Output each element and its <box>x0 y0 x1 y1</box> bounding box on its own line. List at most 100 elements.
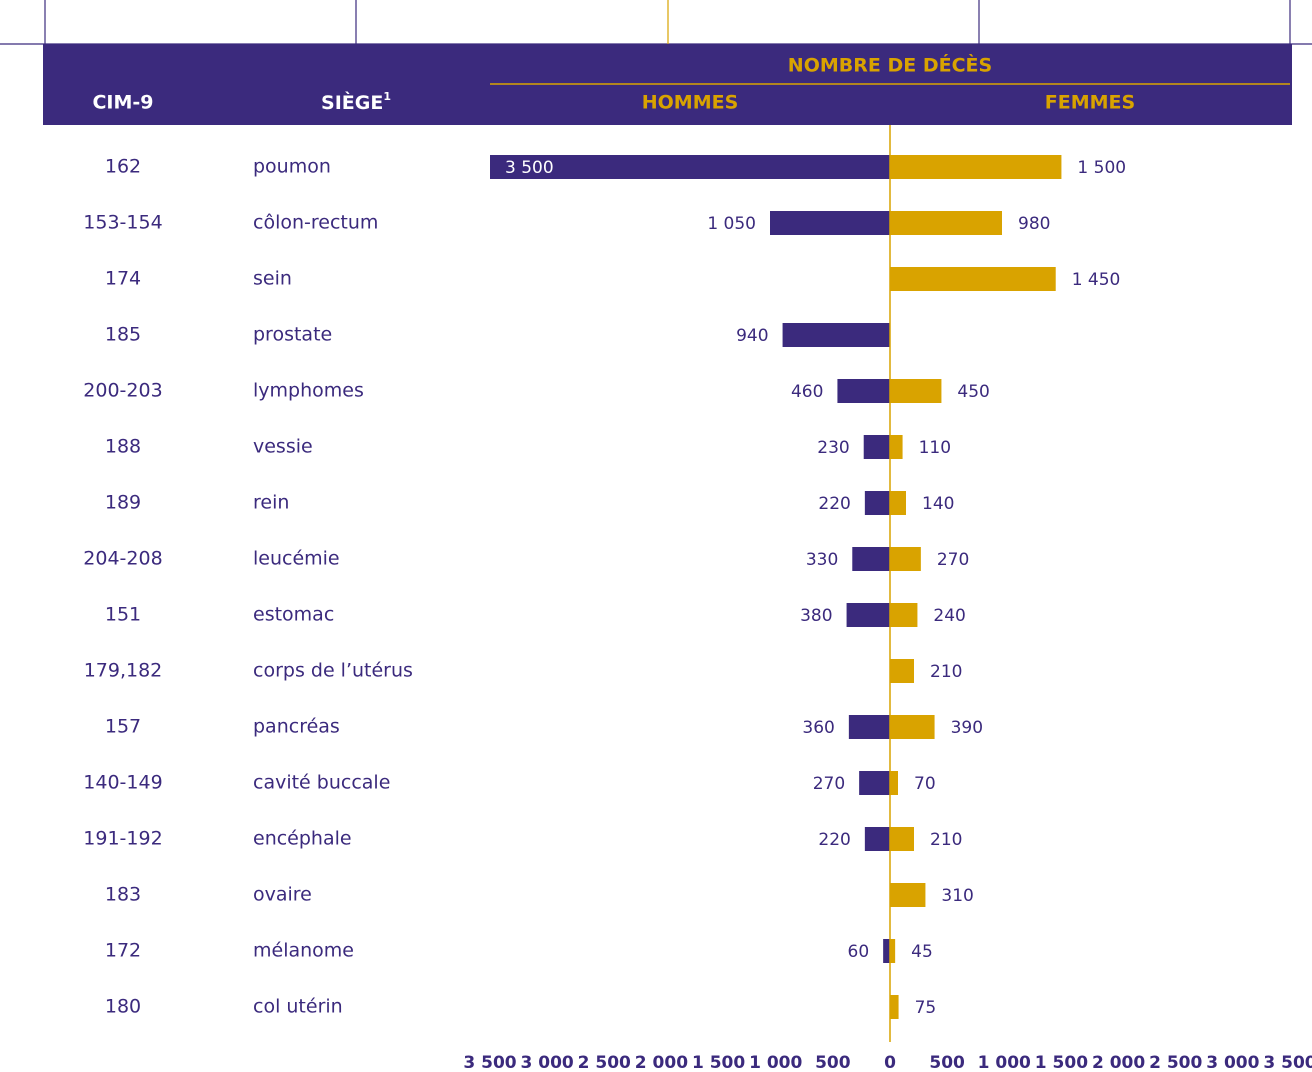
bar <box>883 939 890 963</box>
value-label: 1 050 <box>707 214 756 234</box>
value-label: 360 <box>802 718 834 738</box>
bar <box>890 883 926 907</box>
code-label: 174 <box>105 268 141 290</box>
category-label: côlon-rectum <box>253 212 378 234</box>
category-label: col utérin <box>253 996 343 1018</box>
code-label: 172 <box>105 940 141 962</box>
bar <box>863 435 890 459</box>
value-label: 380 <box>800 606 832 626</box>
value-label: 75 <box>915 998 937 1018</box>
code-label: 151 <box>105 604 141 626</box>
value-label: 460 <box>791 382 823 402</box>
x-tick-label: 3 000 <box>1206 1053 1259 1072</box>
category-label: lymphomes <box>253 380 364 402</box>
code-label: 180 <box>105 996 141 1018</box>
value-label: 3 500 <box>505 158 554 178</box>
value-label: 210 <box>930 662 962 682</box>
category-label: vessie <box>253 436 313 458</box>
category-label: ovaire <box>253 884 312 906</box>
category-label: cavité buccale <box>253 772 390 794</box>
category-label: leucémie <box>253 548 340 570</box>
x-tick-label: 2 000 <box>635 1053 688 1072</box>
bar <box>890 939 896 963</box>
x-tick-label: 2 500 <box>578 1053 631 1072</box>
code-label: 179,182 <box>84 660 163 682</box>
bar <box>846 603 890 627</box>
value-label: 390 <box>951 718 983 738</box>
value-label: 1 500 <box>1077 158 1126 178</box>
bar <box>890 491 906 515</box>
code-label: 200-203 <box>83 380 162 402</box>
value-label: 270 <box>937 550 969 570</box>
site-header: SIÈGE1 <box>321 90 391 114</box>
value-label: 450 <box>957 382 989 402</box>
bar <box>837 379 890 403</box>
value-label: 140 <box>922 494 954 514</box>
value-label: 60 <box>848 942 870 962</box>
code-label: 191-192 <box>83 828 162 850</box>
value-label: 220 <box>818 494 850 514</box>
x-tick-label: 3 500 <box>1263 1053 1312 1072</box>
code-label: 183 <box>105 884 141 906</box>
bar <box>890 155 1062 179</box>
bar <box>890 603 918 627</box>
bar <box>490 155 890 179</box>
x-tick-label: 2 000 <box>1092 1053 1145 1072</box>
value-label: 240 <box>933 606 965 626</box>
code-label: 189 <box>105 492 141 514</box>
category-label: mélanome <box>253 940 354 962</box>
value-label: 1 450 <box>1072 270 1121 290</box>
value-label: 210 <box>930 830 962 850</box>
site-header-text: SIÈGE <box>321 91 383 114</box>
frame <box>0 0 1312 45</box>
bar <box>890 659 914 683</box>
bar <box>890 211 1002 235</box>
code-label: 204-208 <box>83 548 162 570</box>
bar <box>864 491 890 515</box>
x-tick-label: 0 <box>884 1053 896 1072</box>
category-label: rein <box>253 492 289 514</box>
value-label: 330 <box>806 550 838 570</box>
code-label: 188 <box>105 436 141 458</box>
x-tick-label: 3 500 <box>463 1053 516 1072</box>
category-label: estomac <box>253 604 334 626</box>
bar <box>890 715 935 739</box>
code-label: 185 <box>105 324 141 346</box>
x-tick-label: 3 000 <box>521 1053 574 1072</box>
value-label: 70 <box>914 774 936 794</box>
value-label: 310 <box>941 886 973 906</box>
value-label: 980 <box>1018 214 1050 234</box>
bar <box>859 771 890 795</box>
x-tick-label: 500 <box>815 1053 851 1072</box>
x-tick-label: 2 500 <box>1149 1053 1202 1072</box>
footnote-mark: 1 <box>383 90 391 103</box>
category-label: pancréas <box>253 716 340 738</box>
code-label: 153-154 <box>83 212 162 234</box>
code-label: 157 <box>105 716 141 738</box>
value-label: 45 <box>911 942 933 962</box>
bar <box>890 995 899 1019</box>
x-tick-label: 1 000 <box>749 1053 802 1072</box>
code-label: 140-149 <box>83 772 162 794</box>
category-label: encéphale <box>253 828 352 850</box>
bar <box>848 715 890 739</box>
bar <box>890 547 921 571</box>
legend-hommes: HOMMES <box>642 92 739 114</box>
x-tick-label: 1 500 <box>692 1053 745 1072</box>
bar <box>782 323 890 347</box>
bar <box>864 827 890 851</box>
code-label: 162 <box>105 156 141 178</box>
code-header: CIM-9 <box>92 92 153 114</box>
bar <box>890 435 903 459</box>
group-title: NOMBRE DE DÉCÈS <box>788 54 992 77</box>
category-label: prostate <box>253 324 332 346</box>
category-label: poumon <box>253 156 331 178</box>
x-tick-label: 1 500 <box>1035 1053 1088 1072</box>
value-label: 940 <box>736 326 768 346</box>
bar <box>852 547 890 571</box>
category-label: corps de l’utérus <box>253 660 413 682</box>
bar <box>770 211 890 235</box>
legend-femmes: FEMMES <box>1045 92 1135 114</box>
bar <box>890 379 942 403</box>
